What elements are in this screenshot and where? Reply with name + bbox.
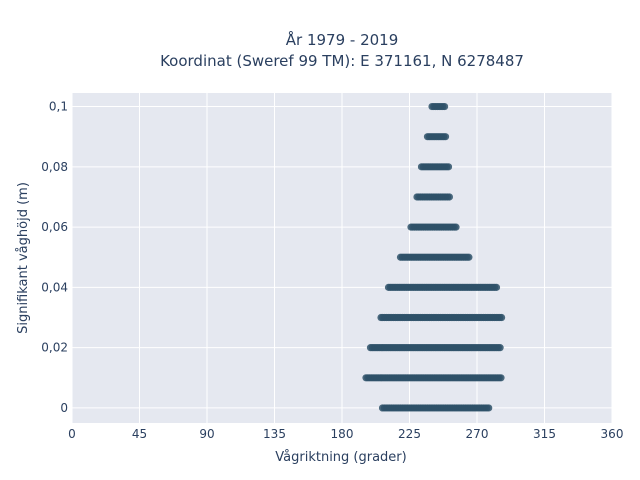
point-band	[396, 253, 473, 261]
grid-lines	[71, 93, 613, 423]
data-point	[441, 133, 450, 141]
y-tick-label: 0,1	[49, 100, 68, 114]
x-tick-label: 360	[601, 427, 624, 441]
x-tick-label: 90	[199, 427, 214, 441]
data-point	[452, 223, 460, 231]
point-band	[413, 193, 453, 201]
data-point	[445, 193, 453, 201]
x-tick-label: 180	[331, 427, 354, 441]
data-point	[492, 283, 501, 291]
point-band	[423, 133, 450, 141]
chart-title: År 1979 - 2019	[286, 30, 399, 49]
y-tick-label: 0,08	[41, 160, 68, 174]
point-band	[378, 404, 493, 412]
point-band	[407, 223, 460, 231]
x-axis-ticks: 0 45 90 135 180 225 270 315 360	[68, 427, 623, 441]
point-band	[366, 344, 504, 352]
data-point	[485, 404, 493, 412]
data-point	[496, 344, 504, 352]
y-tick-label: 0	[60, 401, 68, 415]
data-point	[498, 313, 506, 322]
data-point	[444, 163, 453, 171]
x-tick-label: 45	[132, 427, 147, 441]
x-axis-title: Vågriktning (grader)	[275, 450, 406, 465]
y-tick-label: 0,02	[41, 341, 68, 355]
data-points	[362, 102, 506, 412]
point-band	[362, 374, 505, 382]
point-band	[377, 313, 506, 322]
x-tick-label: 0	[68, 427, 76, 441]
data-point	[497, 374, 505, 382]
y-axis-title: Signifikant våghöjd (m)	[16, 182, 31, 334]
x-tick-label: 225	[398, 427, 421, 441]
point-band	[384, 283, 501, 291]
x-tick-label: 270	[466, 427, 489, 441]
x-tick-label: 135	[263, 427, 286, 441]
chart-subtitle: Koordinat (Sweref 99 TM): E 371161, N 62…	[160, 52, 524, 70]
x-tick-label: 315	[533, 427, 556, 441]
point-band	[417, 163, 453, 171]
data-point	[441, 102, 449, 111]
y-tick-label: 0,06	[41, 220, 68, 234]
data-point	[465, 253, 473, 261]
point-band	[428, 102, 449, 111]
y-tick-label: 0,04	[41, 280, 68, 294]
y-axis-ticks: 0 0,02 0,04 0,06 0,08 0,1	[41, 100, 68, 415]
